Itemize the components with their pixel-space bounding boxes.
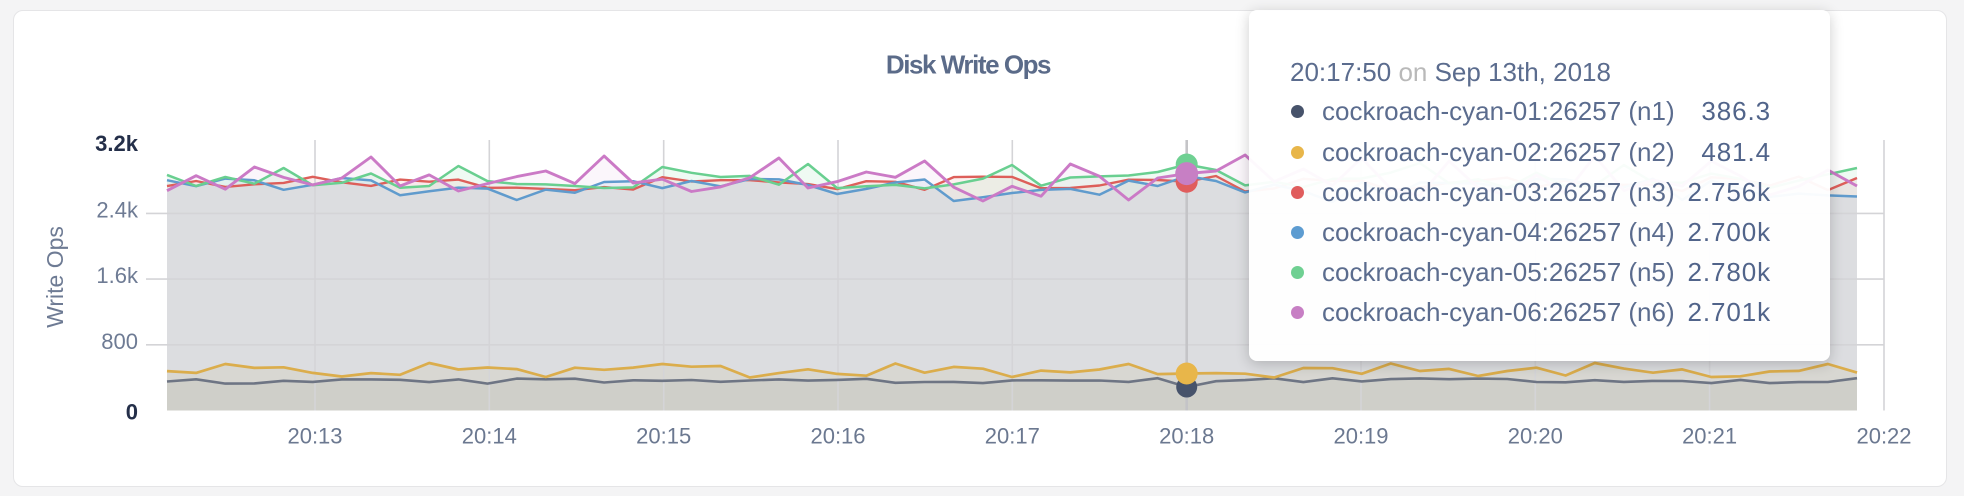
svg-text:20:15: 20:15 bbox=[636, 424, 691, 449]
svg-text:20:21: 20:21 bbox=[1682, 424, 1737, 449]
svg-text:2.4k: 2.4k bbox=[96, 198, 139, 223]
svg-text:3.2k: 3.2k bbox=[95, 131, 139, 156]
svg-text:20:19: 20:19 bbox=[1333, 424, 1388, 449]
svg-text:20:18: 20:18 bbox=[1159, 424, 1214, 449]
svg-text:20:17: 20:17 bbox=[985, 424, 1040, 449]
svg-text:20:13: 20:13 bbox=[287, 424, 342, 449]
svg-text:0: 0 bbox=[126, 400, 138, 425]
svg-text:20:22: 20:22 bbox=[1856, 424, 1911, 449]
svg-text:Write Ops: Write Ops bbox=[42, 226, 68, 328]
svg-text:800: 800 bbox=[101, 329, 138, 354]
svg-text:Disk Write Ops: Disk Write Ops bbox=[886, 50, 1051, 80]
svg-text:20:14: 20:14 bbox=[462, 424, 517, 449]
svg-text:20:20: 20:20 bbox=[1508, 424, 1563, 449]
svg-text:20:16: 20:16 bbox=[810, 424, 865, 449]
svg-text:1.6k: 1.6k bbox=[96, 263, 139, 288]
